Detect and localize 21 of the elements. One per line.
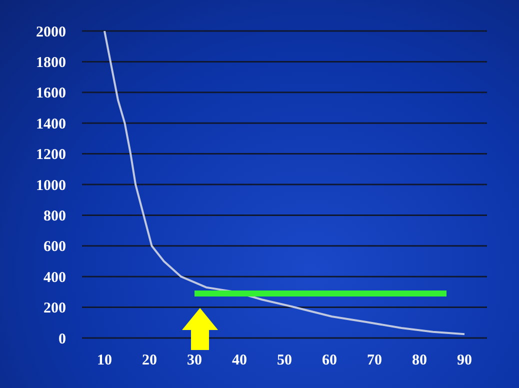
y-tick-label: 1800	[36, 55, 66, 72]
x-tick-label: 60	[322, 352, 337, 369]
x-tick-label: 50	[277, 352, 292, 369]
x-tick-label: 70	[367, 352, 382, 369]
y-tick-label: 200	[44, 300, 66, 317]
y-tick-label: 0	[58, 331, 66, 348]
y-tick-label: 1200	[36, 147, 66, 164]
y-tick-label: 600	[44, 239, 66, 256]
y-tick-label: 1400	[36, 116, 66, 132]
y-tick-label: 1600	[36, 86, 66, 102]
line-series	[104, 31, 466, 336]
x-tick-label: 30	[187, 352, 202, 369]
y-tick-label: 2000	[36, 24, 66, 40]
x-tick-label: 40	[232, 352, 247, 369]
x-tick-label: 80	[412, 352, 427, 369]
y-tick-label: 400	[44, 270, 66, 286]
x-tick-label: 20	[142, 352, 157, 369]
x-tick-label: 10	[97, 352, 112, 369]
y-tick-label: 800	[44, 208, 66, 225]
y-tick-label: 1000	[36, 178, 66, 194]
x-tick-label: 90	[457, 352, 472, 369]
